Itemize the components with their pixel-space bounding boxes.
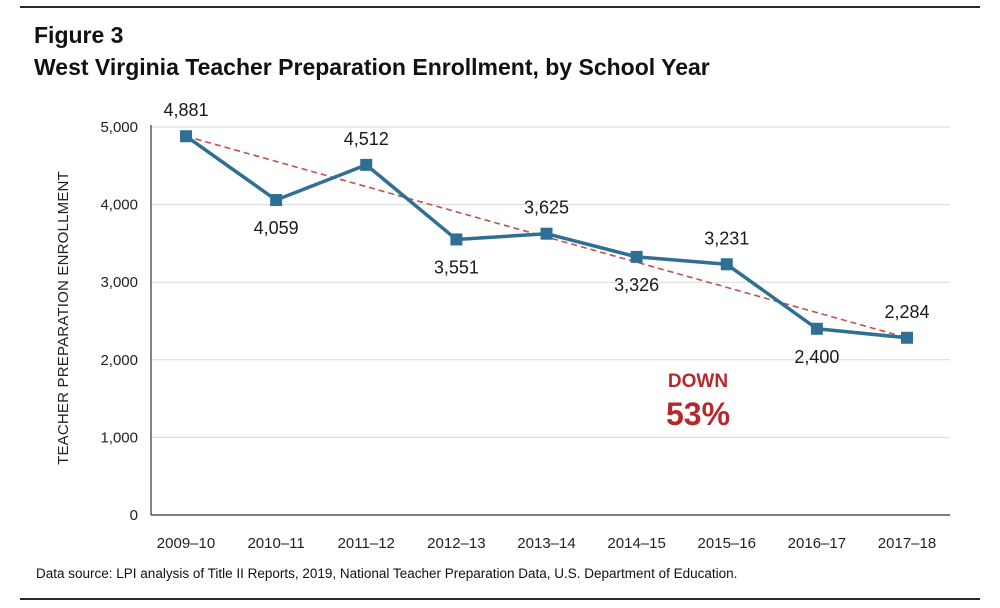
data-point <box>270 194 283 207</box>
y-axis-label: TEACHER PREPARATION ENROLLMENT <box>55 171 72 465</box>
data-point <box>810 322 823 335</box>
annotation-percent: 53% <box>666 396 730 432</box>
gridlines <box>151 126 950 438</box>
data-label: 2,400 <box>794 347 839 367</box>
x-tick-label: 2015–16 <box>698 535 756 552</box>
y-tick-label: 2,000 <box>100 352 138 369</box>
figure-label: Figure 3 <box>34 22 124 48</box>
x-tick-labels: 2009–10 2010–11 2011–12 2012–13 2013–14 2014–… <box>157 535 936 552</box>
data-point <box>901 331 913 344</box>
y-tick-labels: 0 1,000 2,000 3,000 4,000 5,000 <box>100 119 138 524</box>
data-label: 3,551 <box>434 257 479 277</box>
data-point <box>360 158 373 171</box>
top-rule <box>20 6 980 8</box>
data-point <box>540 227 553 240</box>
x-tick-label: 2009–10 <box>157 535 215 552</box>
x-tick-label: 2013–14 <box>517 535 575 552</box>
y-tick-label: 0 <box>130 507 138 524</box>
data-label: 2,284 <box>884 302 929 322</box>
data-point <box>630 250 643 263</box>
data-labels: 4,881 4,059 4,512 3,551 3,625 3,326 3,231 2,400… <box>163 100 929 367</box>
data-source-note: Data source: LPI analysis of Title II Re… <box>36 566 738 581</box>
data-markers <box>180 130 913 344</box>
y-tick-label: 4,000 <box>100 197 138 214</box>
data-label: 4,881 <box>163 100 208 120</box>
y-tick-label: 5,000 <box>100 119 138 136</box>
x-tick-label: 2010–11 <box>247 535 304 552</box>
y-tick-label: 1,000 <box>100 429 138 446</box>
data-label: 4,059 <box>254 218 299 238</box>
data-label: 3,625 <box>524 198 569 218</box>
x-tick-label: 2012–13 <box>427 535 485 552</box>
annotation-down: DOWN <box>668 371 728 392</box>
x-tick-label: 2017–18 <box>878 535 936 552</box>
data-point <box>450 233 463 246</box>
data-label: 3,231 <box>704 228 749 248</box>
axes <box>150 125 950 516</box>
data-point <box>180 130 192 143</box>
data-label: 3,326 <box>614 275 659 295</box>
x-tick-label: 2011–12 <box>338 535 395 552</box>
x-tick-label: 2016–17 <box>788 535 846 552</box>
chart-title: West Virginia Teacher Preparation Enroll… <box>34 54 710 80</box>
data-point <box>720 258 733 271</box>
x-tick-label: 2014–15 <box>607 535 665 552</box>
y-tick-label: 3,000 <box>100 274 138 291</box>
bottom-rule <box>20 598 980 600</box>
data-label: 4,512 <box>344 129 389 149</box>
